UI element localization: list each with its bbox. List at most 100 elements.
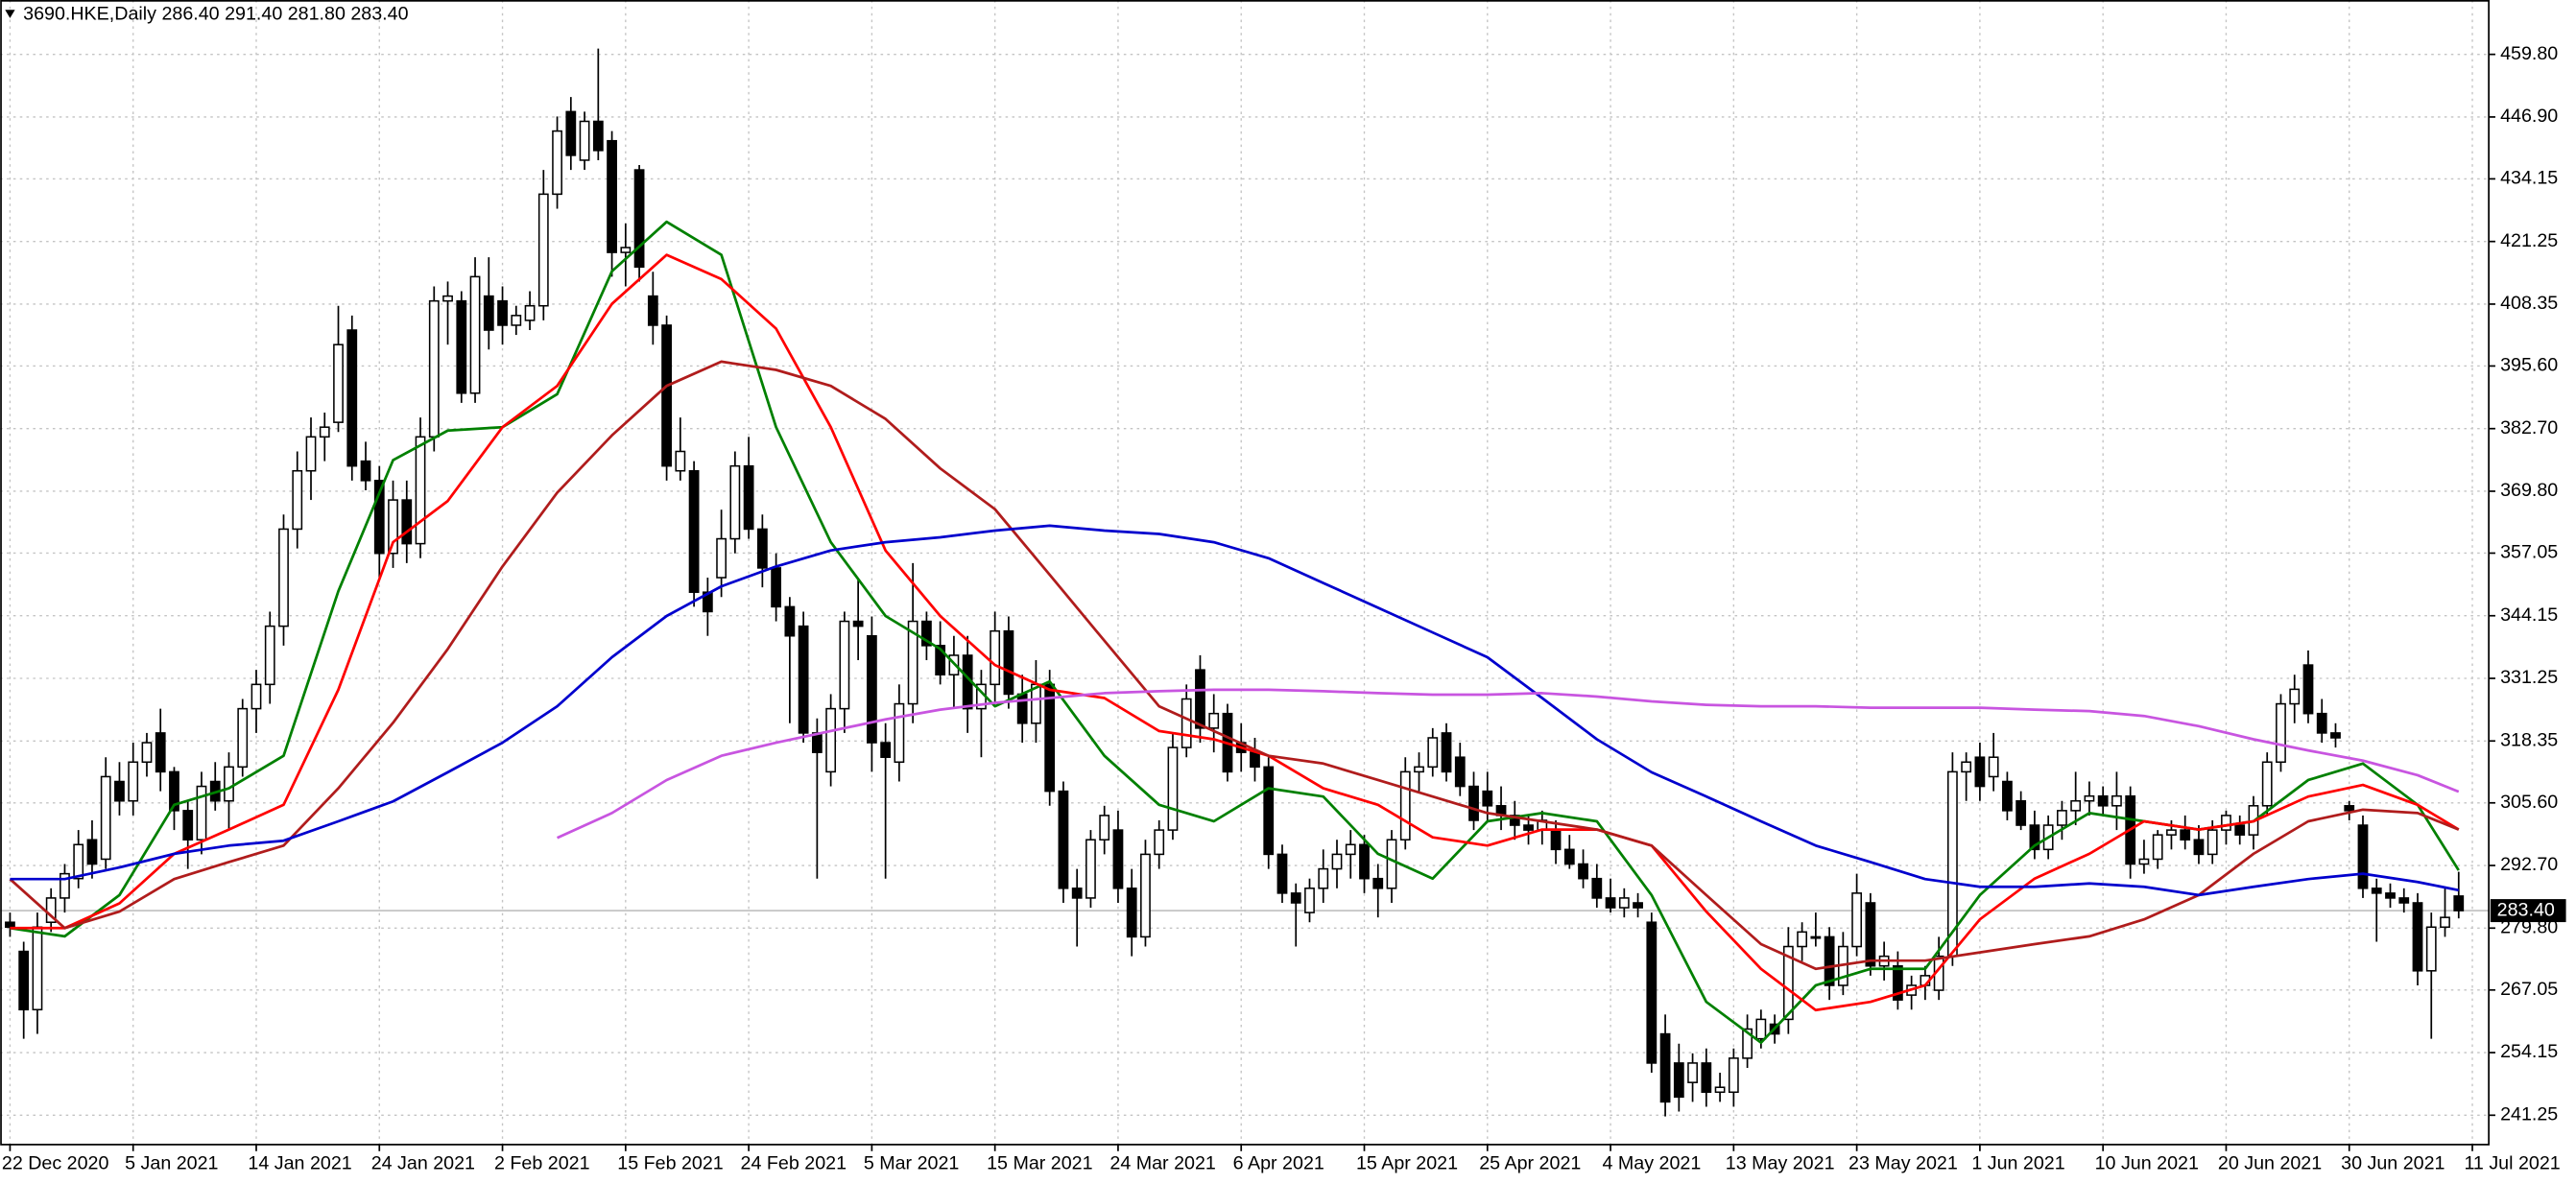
- candle-body: [2330, 732, 2341, 739]
- candle-body: [2084, 794, 2095, 802]
- moving-average-line: [10, 524, 2460, 897]
- x-tick-label: 5 Jan 2021: [125, 1153, 218, 1174]
- candle-body: [1112, 829, 1124, 889]
- candle-body: [880, 742, 892, 758]
- moving-averages: [9, 220, 2460, 1045]
- last-price-tag: [2490, 899, 2566, 923]
- x-tick-label: 15 Mar 2021: [987, 1153, 1092, 1174]
- candle-body: [1797, 931, 1807, 948]
- candle-body: [1372, 877, 1384, 889]
- x-tick-label: 4 May 2021: [1603, 1153, 1702, 1174]
- candle-body: [1578, 863, 1588, 880]
- candle-body: [1016, 693, 1028, 724]
- candle-body: [716, 537, 727, 579]
- candle-body: [1276, 853, 1288, 894]
- candle-body: [2166, 829, 2177, 836]
- y-tick-label: 369.80: [2500, 480, 2558, 501]
- candle-body: [1673, 1062, 1684, 1099]
- candle-body: [1988, 756, 1999, 778]
- candle-body: [196, 785, 207, 841]
- candle-body: [866, 634, 877, 744]
- moving-average-line: [10, 253, 2460, 1012]
- x-tick-label: 15 Feb 2021: [617, 1153, 723, 1174]
- candle-body: [1633, 902, 1643, 909]
- candle-body: [2057, 810, 2067, 826]
- candle-body: [1044, 683, 1056, 793]
- candle-body: [1961, 761, 1972, 773]
- candle-body: [1742, 1028, 1753, 1059]
- candle-body: [1058, 790, 1069, 889]
- candle-body: [2152, 834, 2163, 861]
- candle-body: [73, 843, 84, 880]
- y-tick-label: 305.60: [2500, 792, 2558, 813]
- candle-body: [1154, 829, 1165, 856]
- candle-body: [990, 629, 1001, 686]
- candle-body: [1618, 897, 1630, 909]
- x-tick-label: 30 Jun 2021: [2341, 1153, 2445, 1174]
- candle-body: [1414, 766, 1424, 773]
- y-tick-label: 318.35: [2500, 729, 2558, 750]
- plot-frame: [0, 0, 2490, 1146]
- candle-body: [388, 499, 398, 555]
- candle-body: [537, 193, 549, 307]
- candle-body: [2344, 805, 2355, 812]
- candle-body: [1659, 1032, 1671, 1103]
- candle-body: [1728, 1057, 1739, 1094]
- candle-body: [935, 645, 946, 675]
- candle-body: [1181, 698, 1192, 748]
- y-tick-label: 459.80: [2500, 43, 2558, 64]
- x-tick-label: 5 Mar 2021: [864, 1153, 960, 1174]
- candle-body: [2111, 794, 2122, 807]
- candle-body: [60, 872, 70, 899]
- y-tick-label: 254.15: [2500, 1041, 2558, 1062]
- candle-body: [1345, 843, 1356, 856]
- candle-body: [1399, 770, 1411, 841]
- x-tick-label: 20 Jun 2021: [2218, 1153, 2322, 1174]
- candle-body: [894, 702, 905, 764]
- candle-body: [469, 275, 481, 394]
- candle-body: [1318, 867, 1329, 889]
- candle-body: [100, 775, 111, 861]
- candle-body: [2234, 824, 2246, 836]
- candle-body: [182, 810, 194, 841]
- candle-body: [633, 169, 645, 269]
- candle-body: [442, 295, 453, 302]
- candle-body: [2453, 895, 2465, 912]
- x-tick-label: 13 May 2021: [1726, 1153, 1835, 1174]
- y-tick-label: 421.25: [2500, 230, 2558, 251]
- candle-body: [1646, 921, 1658, 1064]
- y-tick-label: 434.15: [2500, 168, 2558, 189]
- candle-body: [1359, 843, 1370, 880]
- moving-average-line: [9, 360, 2460, 971]
- candle-body: [784, 605, 796, 637]
- candle-body: [128, 761, 139, 802]
- candle-body: [224, 766, 234, 802]
- candle-body: [2398, 897, 2410, 904]
- candle-body: [729, 464, 741, 540]
- candle-body: [360, 460, 371, 482]
- candle-body: [2276, 702, 2286, 764]
- candle-body: [1099, 815, 1110, 841]
- x-tick-label: 25 Apr 2021: [1479, 1153, 1581, 1174]
- candle-body: [1468, 785, 1479, 821]
- candle-body: [1974, 756, 1986, 788]
- candle-body: [1755, 1018, 1767, 1040]
- x-tick-label: 23 May 2021: [1849, 1153, 1958, 1174]
- candle-body: [1208, 712, 1220, 729]
- menu-triangle[interactable]: [5, 10, 15, 18]
- candle-body: [2138, 858, 2150, 865]
- x-tick-label: 2 Feb 2021: [494, 1153, 590, 1174]
- x-tick-label: 24 Jan 2021: [371, 1153, 475, 1174]
- candle-body: [1550, 829, 1562, 851]
- candle-body: [1523, 824, 1534, 831]
- candle-body: [2221, 815, 2231, 831]
- candle-body: [743, 464, 754, 531]
- y-tick-label: 241.25: [2500, 1104, 2558, 1125]
- candle-body: [1304, 888, 1315, 913]
- moving-average-line: [557, 688, 2460, 840]
- y-tick-label: 267.05: [2500, 979, 2558, 1000]
- candle-body: [2385, 892, 2396, 899]
- y-tick-label: 446.90: [2500, 106, 2558, 127]
- plot-area: [5, 48, 2465, 1117]
